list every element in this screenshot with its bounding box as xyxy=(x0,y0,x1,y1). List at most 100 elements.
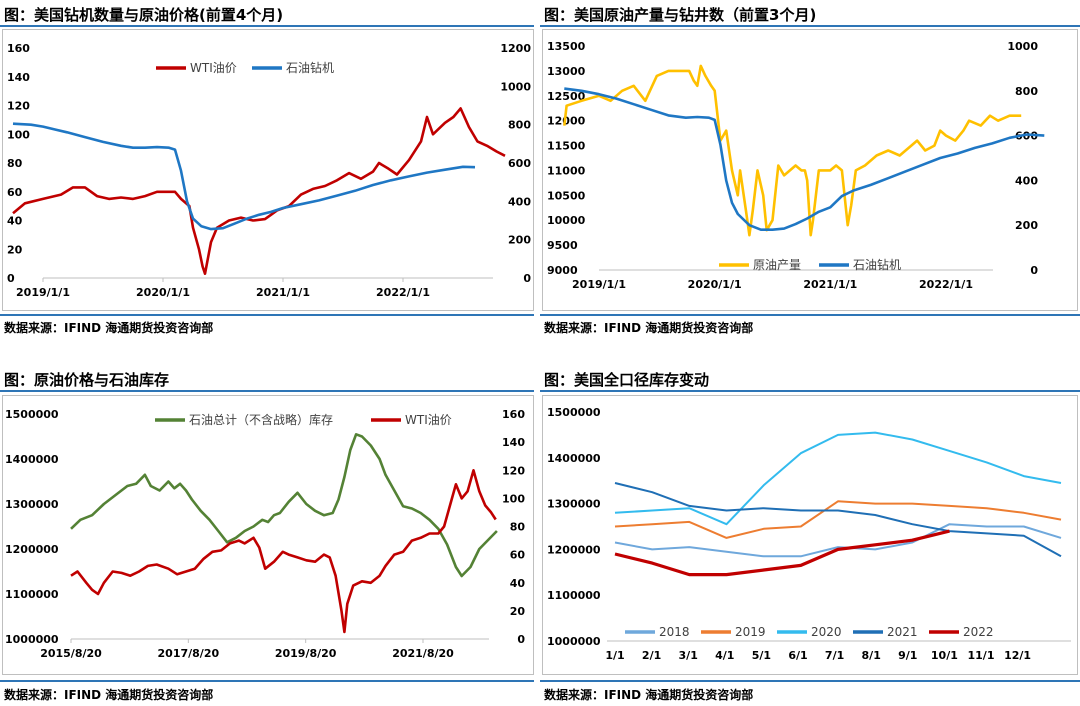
x-tick-label: 11/1 xyxy=(968,649,995,662)
y-left-tick-label: 1400000 xyxy=(5,453,59,466)
x-tick-label: 2019/1/1 xyxy=(572,278,626,291)
x-tick-label: 2021/8/20 xyxy=(392,647,454,660)
y-left-tick-label: 20 xyxy=(7,243,23,256)
panel-4-title-rule xyxy=(540,390,1080,392)
legend-label: 原油产量 xyxy=(753,258,801,272)
series-line-2020 xyxy=(614,431,1062,526)
x-tick-label: 2019/1/1 xyxy=(16,286,70,299)
x-tick-label: 2022/1/1 xyxy=(376,286,430,299)
x-tick-label: 7/1 xyxy=(825,649,844,662)
y-left-tick-label: 1200000 xyxy=(5,543,59,556)
x-tick-label: 5/1 xyxy=(752,649,771,662)
y-left-tick-label: 1000000 xyxy=(547,635,601,648)
legend-label: 2018 xyxy=(659,625,690,639)
y-right-tick-label: 800 xyxy=(1015,85,1038,98)
x-tick-label: 2015/8/20 xyxy=(40,647,102,660)
panel-3-title-rule xyxy=(0,390,534,392)
y-left-tick-label: 120 xyxy=(7,100,30,113)
panel-4-title: 图：美国全口径库存变动 xyxy=(544,371,710,389)
chart-1: 0 20 40 60 80 100 120 140 160 0 200 400 600 800 1000 12… xyxy=(7,42,531,299)
x-tick-label: 2020/1/1 xyxy=(688,278,742,291)
legend-label: WTI油价 xyxy=(190,61,237,75)
y-left-tick-label: 40 xyxy=(7,215,23,228)
x-tick-label: 3/1 xyxy=(679,649,698,662)
y-left-tick-label: 1500000 xyxy=(5,408,59,421)
y-right-tick-label: 400 xyxy=(1015,174,1038,187)
legend-label: 2021 xyxy=(887,625,918,639)
x-tick-label: 9/1 xyxy=(898,649,917,662)
legend-label: 石油钻机 xyxy=(286,60,334,75)
y-right-tick-label: 140 xyxy=(502,436,525,449)
chart-3: 1000000 1100000 1200000 1300000 1400000 15000… xyxy=(5,408,526,660)
y-left-tick-label: 1500000 xyxy=(547,406,601,419)
chart-4-frame: 1000000 1100000 1200000 1300000 1400000 15000… xyxy=(542,395,1078,675)
y-right-tick-label: 400 xyxy=(508,195,531,208)
panel-3-title: 图：原油价格与石油库存 xyxy=(4,371,170,389)
legend-label: WTI油价 xyxy=(405,413,452,427)
y-right-tick-label: 0 xyxy=(517,633,525,646)
x-tick-label: 10/1 xyxy=(931,649,958,662)
x-tick-label: 2/1 xyxy=(642,649,661,662)
y-left-tick-label: 1000000 xyxy=(5,633,59,646)
series-line-oil-stocks xyxy=(70,433,498,578)
x-tick-label: 1/1 xyxy=(605,649,624,662)
series-line-oil-rigs xyxy=(12,122,476,231)
y-left-tick-label: 140 xyxy=(7,71,30,84)
series-line-wti-price xyxy=(12,107,506,275)
legend-label: 2019 xyxy=(735,625,766,639)
y-right-tick-label: 600 xyxy=(508,157,531,170)
y-left-tick-label: 1400000 xyxy=(547,452,601,465)
y-right-tick-label: 600 xyxy=(1015,130,1038,143)
x-tick-label: 12/1 xyxy=(1004,649,1031,662)
panel-4-source: 数据来源：IFIND 海通期货投资咨询部 xyxy=(544,688,754,702)
y-right-tick-label: 1000 xyxy=(1007,40,1038,53)
y-left-tick-label: 1300000 xyxy=(5,498,59,511)
y-right-tick-label: 1000 xyxy=(500,80,531,93)
chart-3-frame: 1000000 1100000 1200000 1300000 1400000 15000… xyxy=(2,395,534,675)
series-line-2021 xyxy=(614,482,1062,558)
x-tick-label: 2021/1/1 xyxy=(803,278,857,291)
legend-label: 石油钻机 xyxy=(853,257,901,272)
y-left-tick-label: 160 xyxy=(7,42,30,55)
y-left-tick-label: 9000 xyxy=(547,264,578,277)
panel-1-title-rule xyxy=(0,25,534,27)
y-left-tick-label: 60 xyxy=(7,186,23,199)
series-line-wti-price xyxy=(70,469,497,634)
y-right-tick-label: 20 xyxy=(510,605,526,618)
y-left-tick-label: 10000 xyxy=(547,214,586,227)
y-right-tick-label: 200 xyxy=(508,234,531,247)
x-tick-label: 2017/8/20 xyxy=(158,647,220,660)
chart-2: 9000950010000105001100011500120001250013… xyxy=(547,40,1045,291)
series-line-oil-rigs xyxy=(564,87,1045,231)
chart-2-frame: 9000 9500 10000 10500 11000 11500 12000 12500 13… xyxy=(542,29,1078,311)
y-left-tick-label: 9500 xyxy=(547,239,578,252)
y-left-tick-label: 1100000 xyxy=(547,589,601,602)
y-left-tick-label: 11500 xyxy=(547,140,586,153)
panel-2-title: 图：美国原油产量与钻井数（前置3个月) xyxy=(544,6,817,24)
y-left-tick-label: 1200000 xyxy=(547,543,601,556)
x-tick-label: 2020/1/1 xyxy=(136,286,190,299)
panel-3-bottom-rule xyxy=(0,680,534,682)
y-left-tick-label: 10500 xyxy=(547,189,586,202)
y-left-tick-label: 13000 xyxy=(547,65,586,78)
y-left-tick-label: 1100000 xyxy=(5,588,59,601)
x-tick-label: 8/1 xyxy=(862,649,881,662)
y-right-tick-label: 0 xyxy=(523,272,531,285)
y-right-tick-label: 100 xyxy=(502,492,525,505)
y-right-tick-label: 160 xyxy=(502,408,525,421)
x-tick-label: 6/1 xyxy=(788,649,807,662)
panel-3-source: 数据来源：IFIND 海通期货投资咨询部 xyxy=(4,688,214,702)
series-line-2018 xyxy=(614,523,1062,558)
series-line-2019 xyxy=(614,500,1062,539)
panel-2-source: 数据来源：IFIND 海通期货投资咨询部 xyxy=(544,321,754,335)
chart-4: 1000000 1100000 1200000 1300000 1400000 15000… xyxy=(547,406,1071,662)
y-left-tick-label: 12500 xyxy=(547,90,586,103)
legend-label: 石油总计（不含战略）库存 xyxy=(189,412,333,427)
y-right-tick-label: 80 xyxy=(510,521,526,534)
y-right-tick-label: 200 xyxy=(1015,219,1038,232)
panel-1-bottom-rule xyxy=(0,314,534,316)
y-left-tick-label: 100 xyxy=(7,128,30,141)
y-left-tick-label: 80 xyxy=(7,157,23,170)
y-left-tick-label: 1300000 xyxy=(547,498,601,511)
panel-2-bottom-rule xyxy=(540,314,1080,316)
